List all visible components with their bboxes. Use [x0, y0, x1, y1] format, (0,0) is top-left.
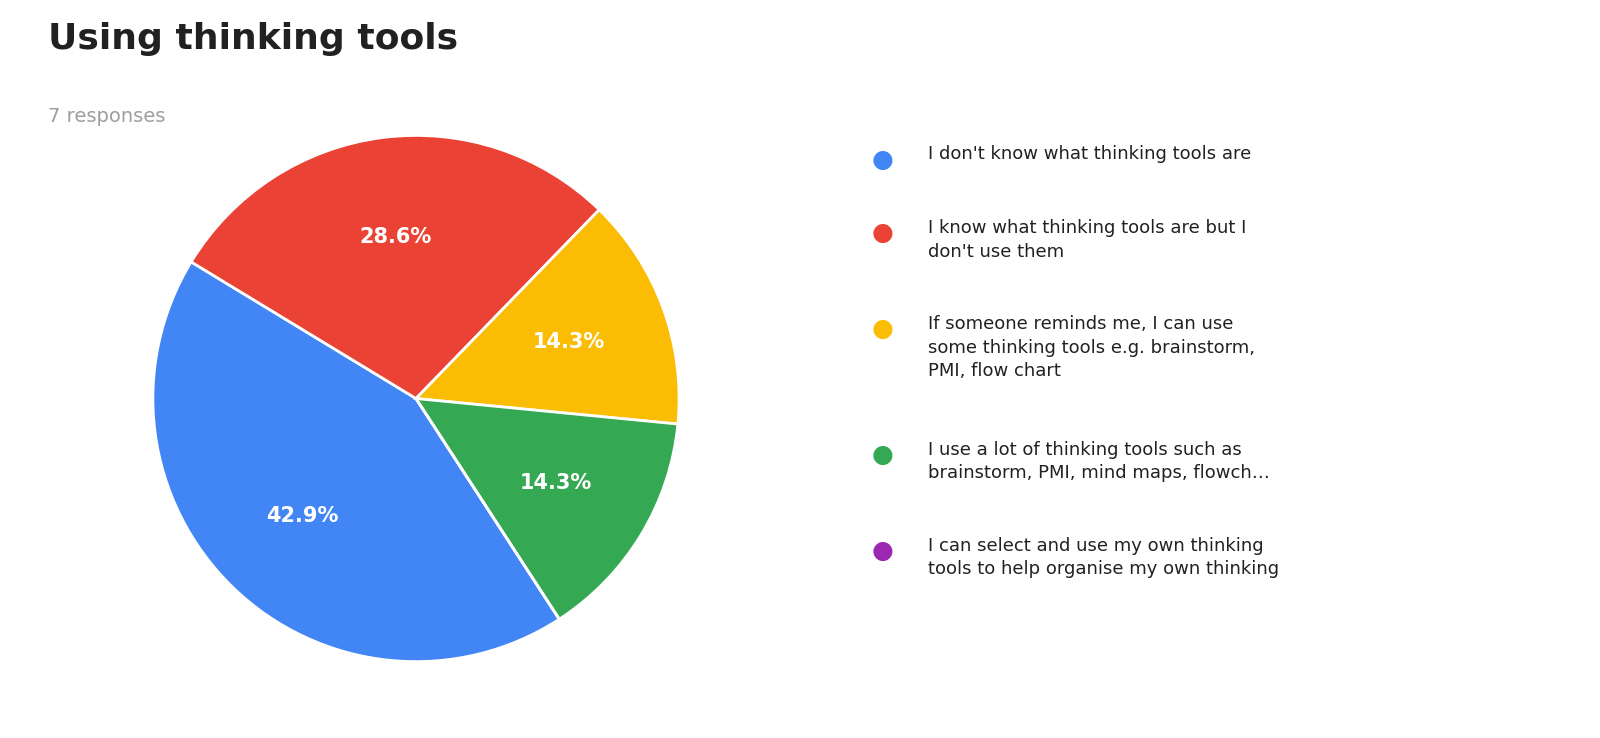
- Text: 42.9%: 42.9%: [266, 506, 339, 525]
- Text: ●: ●: [872, 148, 894, 172]
- Wedge shape: [154, 262, 560, 662]
- Text: I know what thinking tools are but I
don't use them: I know what thinking tools are but I don…: [928, 219, 1246, 261]
- Text: I use a lot of thinking tools such as
brainstorm, PMI, mind maps, flowch…: I use a lot of thinking tools such as br…: [928, 441, 1270, 482]
- Text: 28.6%: 28.6%: [358, 227, 432, 246]
- Text: I can select and use my own thinking
tools to help organise my own thinking: I can select and use my own thinking too…: [928, 537, 1278, 578]
- Wedge shape: [416, 210, 678, 424]
- Text: ●: ●: [872, 443, 894, 467]
- Text: If someone reminds me, I can use
some thinking tools e.g. brainstorm,
PMI, flow : If someone reminds me, I can use some th…: [928, 315, 1254, 380]
- Wedge shape: [190, 135, 600, 399]
- Text: ●: ●: [872, 317, 894, 342]
- Wedge shape: [416, 399, 560, 619]
- Text: I don't know what thinking tools are: I don't know what thinking tools are: [928, 145, 1251, 163]
- Wedge shape: [416, 399, 678, 619]
- Text: ●: ●: [872, 221, 894, 246]
- Text: 14.3%: 14.3%: [520, 473, 592, 493]
- Text: Using thinking tools: Using thinking tools: [48, 22, 458, 56]
- Text: ●: ●: [872, 539, 894, 563]
- Text: 7 responses: 7 responses: [48, 107, 165, 126]
- Text: 14.3%: 14.3%: [533, 332, 605, 352]
